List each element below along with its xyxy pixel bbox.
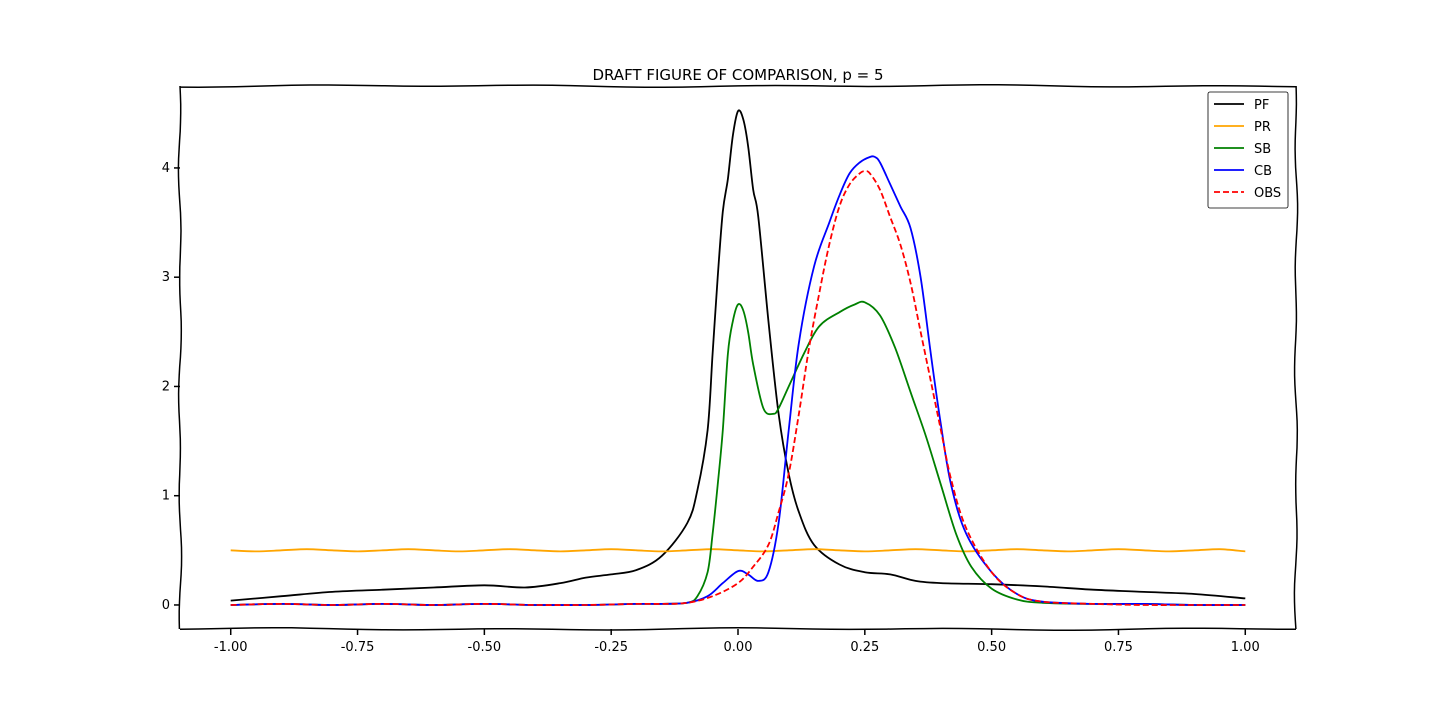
x-tick-label: -1.00 [214, 640, 248, 655]
series-line-obs [230, 170, 1246, 606]
legend-label-pf: PF [1254, 98, 1269, 113]
y-tick-label: 2 [162, 379, 170, 394]
x-tick-label: -0.50 [468, 640, 502, 655]
legend-box [1207, 91, 1289, 209]
frame-left [177, 85, 183, 630]
series-line-pf [230, 109, 1246, 602]
chart-title: DRAFT FIGURE OF COMPARISON, p = 5 [592, 66, 883, 84]
y-tick-label: 0 [162, 598, 170, 613]
x-tick-label: -0.75 [341, 640, 375, 655]
frame-bottom [179, 626, 1297, 632]
y-tick-label: 1 [162, 489, 170, 504]
x-tick-label: -0.25 [594, 640, 628, 655]
series-line-cb [230, 155, 1246, 606]
x-tick-label: 0.25 [850, 640, 879, 655]
y-tick-label: 3 [162, 270, 170, 285]
y-tick-label: 4 [162, 161, 170, 176]
frame-top [179, 84, 1297, 89]
x-tick-label: 1.00 [1231, 640, 1260, 655]
legend-label-sb: SB [1254, 142, 1271, 157]
frame-right [1293, 85, 1299, 630]
axis-ticks: -1.00 -0.75 -0.50 -0.25 0.00 0.25 0.50 0.75 1.00… [162, 161, 1260, 655]
legend-label-cb: CB [1254, 164, 1272, 179]
series-line-pr [230, 548, 1246, 553]
x-tick-label: 0.75 [1104, 640, 1133, 655]
x-tick-label: 0.00 [724, 640, 753, 655]
series-line-sb [230, 300, 1246, 606]
series-lines [230, 109, 1246, 606]
plot-frame [177, 84, 1299, 632]
legend-label-pr: PR [1254, 120, 1271, 135]
legend: PF PR SB CB OBS [1207, 91, 1289, 209]
legend-label-obs: OBS [1254, 186, 1281, 201]
x-tick-label: 0.50 [977, 640, 1006, 655]
